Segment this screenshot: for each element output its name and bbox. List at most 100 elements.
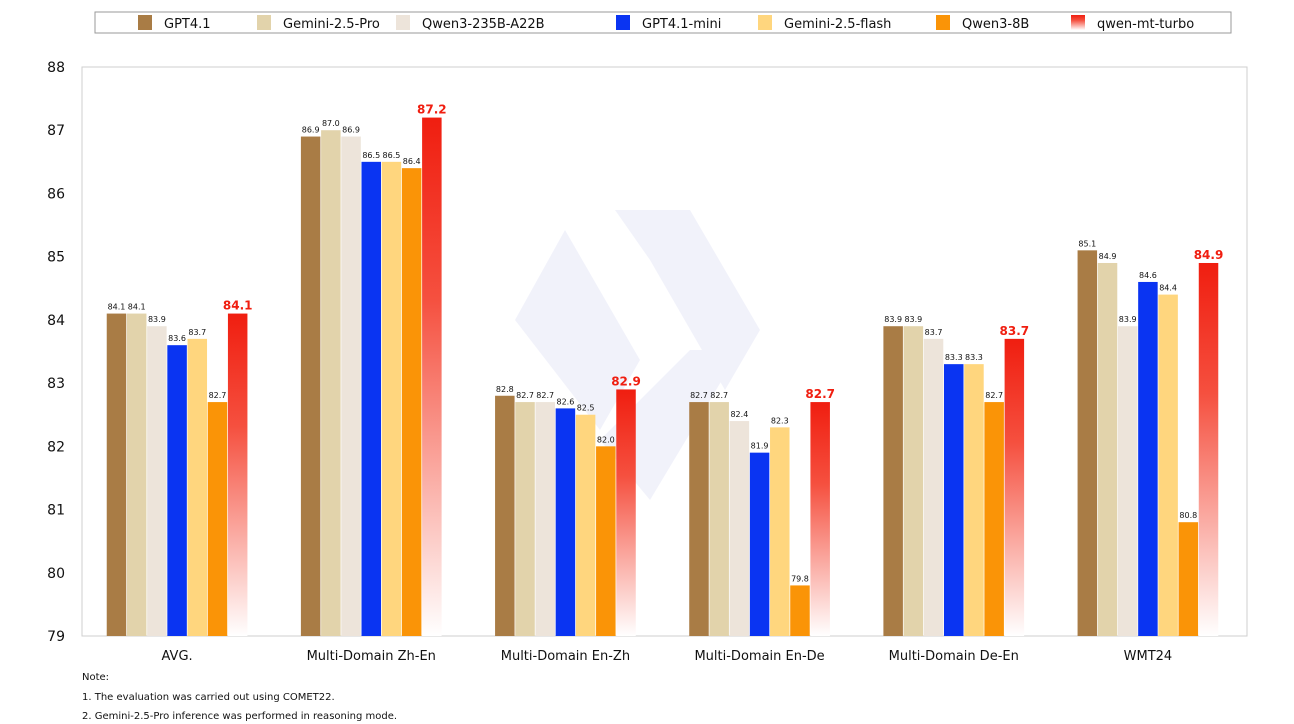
bar-qwen3-235b-a22b — [729, 421, 750, 636]
bar-gemini-2-5-pro — [126, 313, 147, 636]
bar-value-label: 82.7 — [209, 391, 227, 400]
bar-value-label-highlight: 82.9 — [611, 374, 641, 388]
y-tick-label: 81 — [47, 503, 65, 519]
bar-value-label: 83.9 — [1119, 315, 1137, 324]
x-category-label: Multi-Domain En-De — [694, 649, 824, 664]
legend-label: qwen-mt-turbo — [1097, 17, 1194, 32]
bar-gemini-2-5-flash — [381, 161, 402, 637]
bar-value-label: 86.5 — [362, 151, 380, 160]
y-tick-label: 83 — [47, 376, 65, 392]
bar-value-label: 82.8 — [496, 385, 514, 394]
bar-qwen-mt-turbo — [1198, 262, 1219, 636]
bar-gemini-2-5-flash — [770, 427, 790, 636]
bar-qwen3-8b — [790, 585, 810, 636]
y-tick-label: 80 — [47, 566, 65, 582]
bar-qwen-mt-turbo — [616, 389, 636, 636]
bar-value-label: 83.9 — [904, 315, 922, 324]
bar-value-label: 84.9 — [1099, 252, 1117, 261]
x-category-label: Multi-Domain De-En — [889, 649, 1019, 664]
legend-label: Gemini-2.5-flash — [784, 17, 891, 32]
bar-gemini-2-5-pro — [903, 326, 924, 636]
bar-value-label: 84.1 — [108, 303, 126, 312]
bar-value-label: 82.3 — [771, 416, 789, 425]
legend-swatch — [257, 15, 271, 30]
bar-qwen3-8b — [1178, 522, 1199, 636]
bar-qwen-mt-turbo — [422, 117, 442, 637]
bar-value-label: 80.8 — [1179, 511, 1197, 520]
bar-value-label: 86.5 — [383, 151, 401, 160]
bar-gemini-2-5-pro — [515, 402, 535, 636]
bar-value-label: 83.9 — [148, 315, 166, 324]
bar-value-label: 79.8 — [791, 574, 809, 583]
bar-qwen-mt-turbo — [1004, 338, 1025, 636]
legend-swatch — [936, 15, 950, 30]
bar-value-label: 82.7 — [985, 391, 1003, 400]
bar-gemini-2-5-flash — [575, 414, 596, 636]
bar-gpt4-1-mini — [555, 408, 576, 636]
bar-qwen3-8b — [984, 402, 1004, 636]
y-tick-label: 87 — [47, 123, 65, 139]
bar-qwen3-235b-a22b — [923, 338, 944, 636]
bar-value-label: 82.7 — [690, 391, 708, 400]
x-category-label: AVG. — [161, 649, 192, 664]
x-category-label: Multi-Domain Zh-En — [307, 649, 436, 664]
bar-gemini-2-5-flash — [187, 338, 208, 636]
bar-qwen3-235b-a22b — [341, 136, 361, 637]
bar-gpt4-1-mini — [944, 364, 964, 636]
note-line-1: 1. The evaluation was carried out using … — [82, 692, 335, 703]
bar-gpt4-1-mini — [749, 452, 770, 636]
bar-gemini-2-5-pro — [1097, 262, 1118, 636]
legend-swatch — [758, 15, 772, 30]
bar-value-label: 86.9 — [302, 126, 320, 135]
bar-gpt4-1-mini — [361, 161, 381, 637]
bar-value-label: 87.0 — [322, 119, 340, 128]
bar-gpt4-1 — [883, 326, 903, 636]
bar-value-label: 83.7 — [188, 328, 206, 337]
bar-value-label: 84.1 — [128, 303, 146, 312]
legend: GPT4.1 Gemini-2.5-Pro Qwen3-235B-A22B GPT4.… — [138, 15, 1194, 32]
bar-value-label: 84.6 — [1139, 271, 1157, 280]
bar-qwen3-235b-a22b — [535, 402, 555, 636]
legend-label: Qwen3-235B-A22B — [422, 17, 545, 32]
bar-value-label: 82.5 — [577, 404, 595, 413]
bar-value-label: 83.6 — [168, 334, 186, 343]
bar-qwen3-8b — [401, 168, 422, 636]
plot-frame — [81, 66, 1248, 637]
bar-value-label-highlight: 84.1 — [223, 299, 253, 313]
bar-gpt4-1-mini — [167, 345, 187, 636]
bar-qwen-mt-turbo — [227, 313, 248, 636]
bar-value-label: 82.6 — [557, 397, 575, 406]
bar-value-label: 83.3 — [965, 353, 983, 362]
bar-value-label: 83.3 — [945, 353, 963, 362]
legend-label: GPT4.1 — [164, 17, 211, 32]
bar-value-label-highlight: 87.2 — [417, 103, 447, 117]
legend-swatch — [396, 15, 410, 30]
bar-value-label: 82.0 — [597, 435, 615, 444]
bar-value-label-highlight: 83.7 — [1000, 324, 1030, 338]
bar-value-label: 85.1 — [1078, 239, 1096, 248]
bar-value-label: 83.9 — [884, 315, 902, 324]
legend-label: GPT4.1-mini — [642, 17, 721, 32]
legend-label: Qwen3-8B — [962, 17, 1029, 32]
bar-qwen3-8b — [207, 402, 228, 636]
legend-label: Gemini-2.5-Pro — [283, 17, 380, 32]
y-tick-label: 88 — [47, 60, 65, 76]
bar-value-label-highlight: 82.7 — [805, 387, 835, 401]
bar-qwen3-235b-a22b — [147, 326, 167, 636]
bar-qwen3-235b-a22b — [1117, 326, 1138, 636]
bar-value-label: 84.4 — [1159, 284, 1177, 293]
bar-gpt4-1 — [689, 402, 709, 636]
legend-swatch — [616, 15, 630, 30]
bar-value-label: 82.4 — [730, 410, 748, 419]
bar-gemini-2-5-flash — [964, 364, 984, 636]
bar-value-label: 81.9 — [751, 442, 769, 451]
bar-qwen-mt-turbo — [810, 402, 830, 636]
bar-value-label: 86.4 — [403, 157, 421, 166]
legend-swatch — [1071, 15, 1085, 30]
bar-gemini-2-5-flash — [1158, 294, 1178, 636]
bar-gpt4-1-mini — [1138, 281, 1158, 636]
bar-value-label: 82.7 — [710, 391, 728, 400]
x-category-label: Multi-Domain En-Zh — [501, 649, 630, 664]
y-tick-label: 79 — [47, 629, 65, 645]
bar-gpt4-1 — [300, 136, 321, 637]
